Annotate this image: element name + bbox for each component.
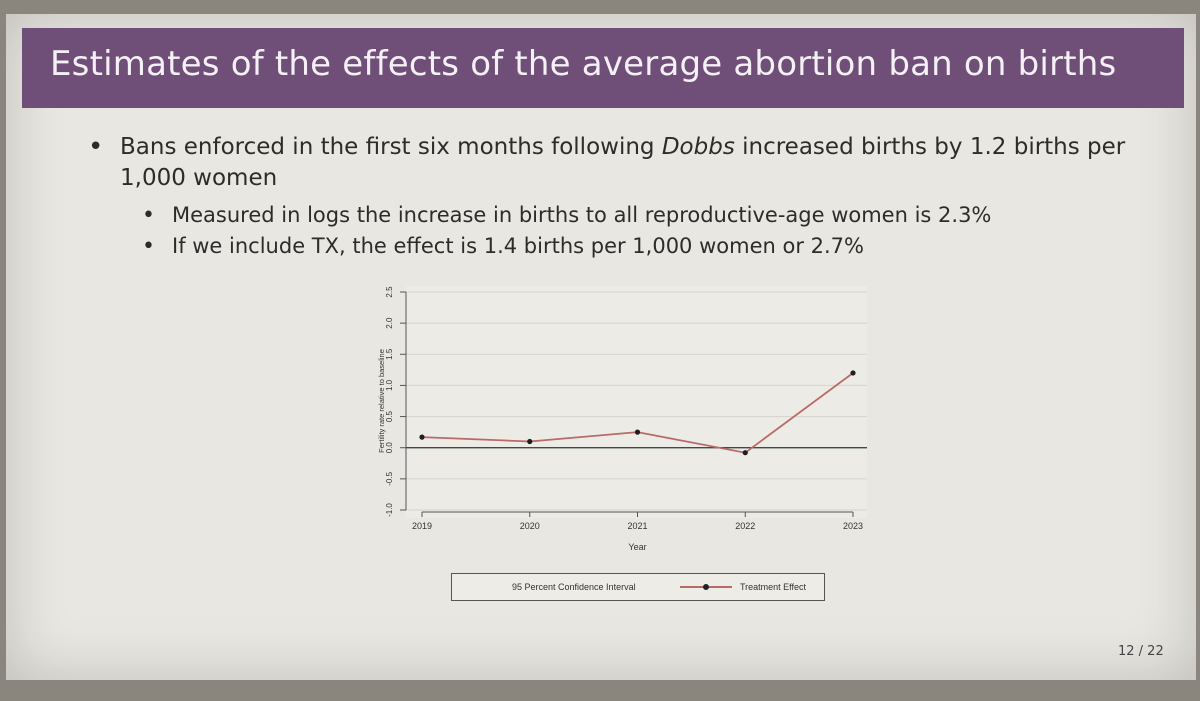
legend-treatment-label: Treatment Effect (740, 582, 807, 592)
bullet-main-text-start: Bans enforced in the first six months fo… (120, 134, 662, 160)
x-tick-label: 2021 (627, 521, 647, 531)
x-tick-label: 2019 (412, 521, 432, 531)
bullet-main-emphasis: Dobbs (661, 134, 735, 160)
y-tick-label: 0.0 (385, 442, 394, 454)
x-tick-label: 2020 (520, 521, 540, 531)
y-axis-label: Fertility rate relative to baseline (377, 349, 386, 453)
y-tick-label: 1.0 (385, 379, 394, 391)
y-tick-label: -1.0 (385, 503, 394, 517)
sub-bullet-logs: Measured in logs the increase in births … (142, 200, 1166, 231)
legend-ci-label: 95 Percent Confidence Interval (512, 582, 636, 592)
slide: Estimates of the effects of the average … (6, 14, 1196, 680)
treatment-effect-point (850, 370, 856, 376)
x-axis-label: Year (628, 542, 646, 552)
y-tick-label: 2.5 (385, 286, 394, 298)
y-tick-label: -0.5 (385, 471, 394, 485)
x-tick-label: 2023 (843, 521, 863, 531)
sub-bullet-tx: If we include TX, the effect is 1.4 birt… (142, 231, 1166, 262)
slide-title: Estimates of the effects of the average … (50, 44, 1117, 84)
treatment-effect-point (527, 438, 533, 445)
treatment-effect-chart: -1.0 -0.5 0.0 0.5 1.0 1.5 2.0 2.5 Fertility rate… (377, 286, 867, 552)
legend-treatment-dot (703, 584, 709, 590)
bullet-list: Bans enforced in the first six months fo… (86, 132, 1166, 262)
plot-area (406, 286, 867, 518)
page-number: 12 / 22 (1118, 644, 1164, 659)
title-bar: Estimates of the effects of the average … (22, 28, 1184, 108)
y-tick-label: 0.5 (385, 410, 394, 422)
treatment-effect-point (419, 434, 425, 440)
y-tick-label: 2.0 (385, 317, 394, 329)
treatment-effect-point (634, 429, 641, 435)
x-tick-label: 2022 (735, 521, 755, 531)
treatment-effect-point (742, 450, 748, 456)
chart-legend: 95 Percent Confidence Interval Treatment… (451, 573, 825, 601)
bullet-main: Bans enforced in the first six months fo… (86, 132, 1166, 194)
bullet-main-text-end: increased births by 1.2 births per 1,000… (120, 134, 1126, 191)
y-tick-label: 1.5 (385, 348, 394, 360)
